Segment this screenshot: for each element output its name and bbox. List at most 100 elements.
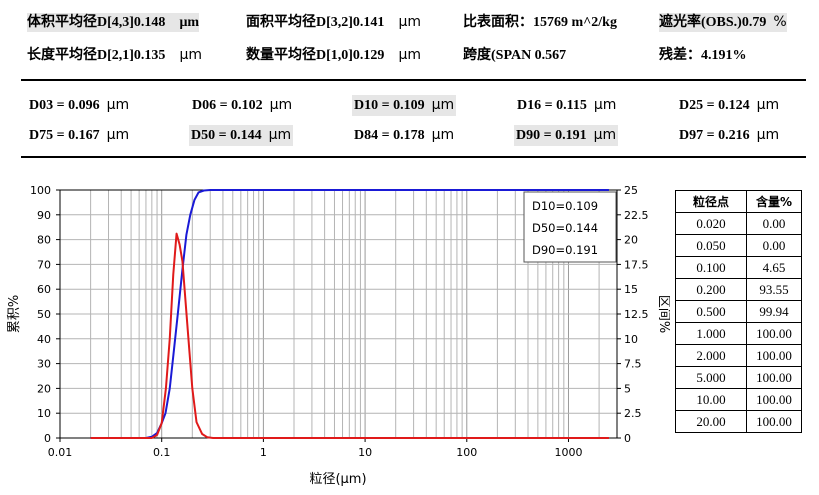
x-tick-label: 0.01 bbox=[48, 446, 73, 459]
dvalue-d50: D50 = 0.144 μm bbox=[189, 125, 294, 146]
y-left-tick-label: 90 bbox=[37, 209, 51, 222]
stat-label: 数量平均径 bbox=[246, 47, 316, 63]
dvalue-d84: D84 = 0.178 μm bbox=[352, 125, 456, 146]
size-point-cell: 0.200 bbox=[675, 278, 747, 301]
dvalue-d90: D90 = 0.191 μm bbox=[514, 125, 619, 146]
x-axis-label: 粒径(μm) bbox=[309, 472, 366, 487]
size-point-cell: 0.100 bbox=[675, 256, 747, 279]
stat-value: 4.191% bbox=[701, 48, 747, 63]
divider-bottom bbox=[21, 156, 806, 158]
dvalue-text: D90 = 0.191 bbox=[516, 128, 587, 143]
dvalue-d75: D75 = 0.167 μm bbox=[27, 125, 131, 146]
stat-label: 比表面积： bbox=[463, 14, 533, 30]
stat-unit: μm bbox=[398, 47, 421, 63]
y-left-tick-label: 70 bbox=[37, 258, 51, 271]
dvalue-unit: μm bbox=[756, 127, 780, 143]
size-point-cell: 1.000 bbox=[675, 322, 747, 345]
stat-unit: μm bbox=[179, 15, 200, 30]
stat-unit: μm bbox=[179, 47, 202, 63]
table-row: 0.020 0.00 bbox=[675, 212, 802, 235]
series-line-differential bbox=[90, 232, 609, 439]
y-right-tick-label: 0 bbox=[624, 432, 631, 445]
content-cell: 100.00 bbox=[746, 388, 802, 411]
dvalue-text: D10 = 0.109 bbox=[354, 98, 425, 113]
dvalue-unit: μm bbox=[269, 97, 293, 113]
size-point-cell: 10.00 bbox=[675, 388, 747, 411]
content-cell: 100.00 bbox=[746, 322, 802, 345]
content-cell: 100.00 bbox=[746, 410, 802, 433]
y-left-tick-label: 40 bbox=[37, 333, 51, 346]
y-right-axis-label: 区间% bbox=[656, 295, 670, 333]
x-tick-label: 10 bbox=[358, 446, 372, 459]
table-row: 0.100 4.65 bbox=[675, 256, 802, 279]
dvalue-text: D25 = 0.124 bbox=[679, 98, 750, 113]
y-left-axis-label: 累积% bbox=[7, 295, 22, 333]
dvalue-d16: D16 = 0.115 μm bbox=[515, 95, 618, 116]
content-cell: 100.00 bbox=[746, 344, 802, 367]
y-right-tick-label: 12.5 bbox=[624, 308, 649, 321]
x-tick-label: 0.1 bbox=[153, 446, 171, 459]
stat-value: (SPAN 0.567 bbox=[491, 48, 567, 63]
y-right-tick-label: 20 bbox=[624, 234, 638, 247]
content-cell: 0.00 bbox=[746, 212, 802, 235]
stat-number-mean: 数量平均径D[1,0]0.129 μm bbox=[246, 46, 421, 65]
chart-legend-box: D10=0.109 D50=0.144 D90=0.191 bbox=[523, 191, 617, 263]
table-row: 20.00 100.00 bbox=[675, 410, 802, 433]
stat-specific-surface: 比表面积：15769 m^2/kg bbox=[463, 13, 617, 32]
y-right-tick-label: 17.5 bbox=[624, 258, 649, 271]
size-point-cell: 5.000 bbox=[675, 366, 747, 389]
y-right-tick-label: 5 bbox=[624, 382, 631, 395]
y-right-tick-label: 7.5 bbox=[624, 358, 642, 371]
table-row: 0.200 93.55 bbox=[675, 278, 802, 301]
stat-label: 体积平均径 bbox=[27, 14, 97, 30]
table-header: 含量% bbox=[746, 190, 802, 213]
y-left-tick-label: 100 bbox=[30, 184, 51, 197]
y-left-tick-label: 60 bbox=[37, 283, 51, 296]
content-cell: 0.00 bbox=[746, 234, 802, 257]
dvalue-unit: μm bbox=[106, 127, 130, 143]
size-point-cell: 0.500 bbox=[675, 300, 747, 323]
table-row: 5.000 100.00 bbox=[675, 366, 802, 389]
legend-entry: D50=0.144 bbox=[532, 221, 598, 235]
dvalue-text: D84 = 0.178 bbox=[354, 128, 425, 143]
dvalue-unit: μm bbox=[593, 127, 617, 143]
stat-span: 跨度(SPAN 0.567 bbox=[463, 46, 566, 65]
content-cell: 4.65 bbox=[746, 256, 802, 279]
series-line-cumulative bbox=[90, 189, 609, 439]
y-left-tick-label: 10 bbox=[37, 407, 51, 420]
stat-label: 面积平均径 bbox=[246, 14, 316, 30]
dvalue-unit: μm bbox=[106, 97, 130, 113]
dvalue-text: D16 = 0.115 bbox=[517, 98, 587, 113]
content-cell: 93.55 bbox=[746, 278, 802, 301]
stat-label: 遮光率 bbox=[659, 14, 701, 30]
legend-frame bbox=[523, 191, 617, 263]
chart-grid bbox=[59, 189, 618, 439]
size-point-cell: 2.000 bbox=[675, 344, 747, 367]
x-tick-label: 1 bbox=[260, 446, 267, 459]
y-right-tick-label: 15 bbox=[624, 283, 638, 296]
psd-chart: 010203040506070809010002.557.51012.51517… bbox=[7, 184, 670, 487]
y-left-tick-label: 0 bbox=[44, 432, 51, 445]
stat-value: D[4,3]0.148 bbox=[97, 15, 166, 30]
table-header: 粒径点 bbox=[675, 190, 747, 213]
stat-area-mean: 面积平均径D[3,2]0.141 μm bbox=[246, 13, 421, 32]
dvalue-d97: D97 = 0.216 μm bbox=[677, 125, 781, 146]
stat-value: D[1,0]0.129 bbox=[316, 48, 385, 63]
stat-value: D[2,1]0.135 bbox=[97, 48, 166, 63]
dvalue-d06: D06 = 0.102 μm bbox=[190, 95, 294, 116]
stat-unit: μm bbox=[398, 14, 421, 30]
divider-top bbox=[21, 79, 806, 81]
size-point-cell: 0.020 bbox=[675, 212, 747, 235]
x-tick-label: 1000 bbox=[554, 446, 582, 459]
dvalue-text: D06 = 0.102 bbox=[192, 98, 263, 113]
y-right-tick-label: 10 bbox=[624, 333, 638, 346]
table-header-row: 粒径点 含量% bbox=[675, 190, 802, 213]
dvalue-text: D03 = 0.096 bbox=[29, 98, 100, 113]
stat-value: 15769 m^2/kg bbox=[533, 15, 617, 30]
dvalue-d10: D10 = 0.109 μm bbox=[352, 95, 457, 116]
table-row: 1.000 100.00 bbox=[675, 322, 802, 345]
y-right-tick-label: 25 bbox=[624, 184, 638, 197]
size-point-cell: 20.00 bbox=[675, 410, 747, 433]
size-content-table: 粒径点 含量% 0.020 0.00 0.050 0.00 0.100 4.65 0.200… bbox=[675, 190, 802, 433]
x-tick-label: 100 bbox=[456, 446, 477, 459]
